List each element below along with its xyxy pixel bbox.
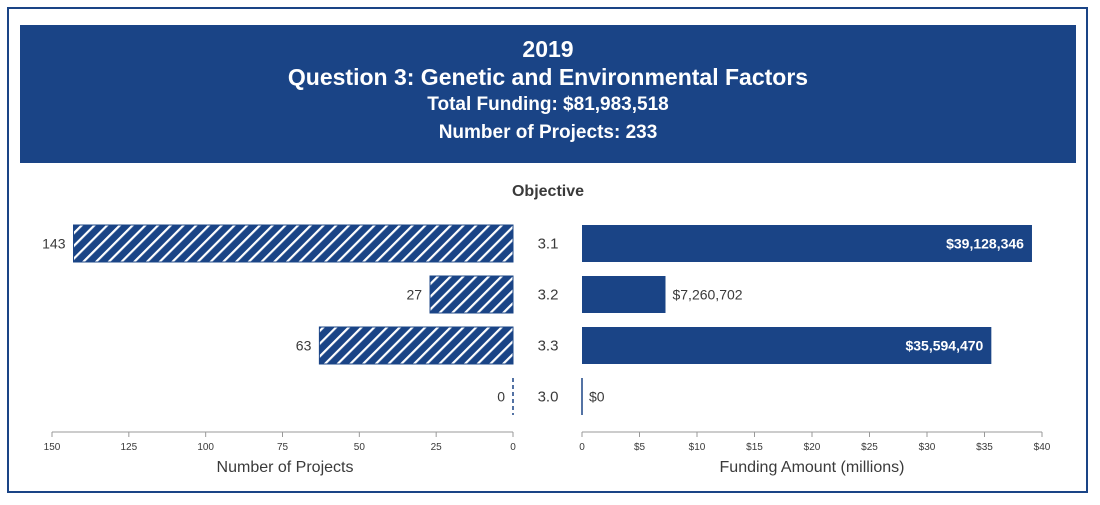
funding-tick-label: $20: [804, 442, 821, 453]
projects-tick-label: 150: [44, 442, 61, 453]
funding-bar: [582, 225, 1032, 262]
funding-value-label: $0: [589, 389, 605, 405]
projects-value-label: 27: [406, 287, 422, 303]
funding-value-label: $39,128,346: [946, 236, 1024, 252]
funding-tick-label: $35: [976, 442, 993, 453]
projects-tick-label: 25: [431, 442, 443, 453]
funding-bar: [582, 276, 666, 313]
projects-axis-title: Number of Projects: [217, 459, 354, 476]
projects-tick-label: 75: [277, 442, 289, 453]
funding-value-label: $35,594,470: [905, 338, 983, 354]
funding-value-label: $7,260,702: [672, 287, 742, 303]
objective-category-label: 3.0: [538, 389, 559, 406]
projects-bar: [429, 275, 514, 314]
projects-chart: 143 27 63 0 150 125 100 75 50 25 0 Number of Projec…: [42, 224, 559, 476]
projects-value-label: 0: [497, 389, 505, 405]
funding-tick-label: $15: [746, 442, 763, 453]
chart-header: 2019 Question 3: Genetic and Environment…: [20, 25, 1076, 163]
projects-tick-label: 0: [510, 442, 516, 453]
funding-tick-label: $5: [634, 442, 646, 453]
objective-category-label: 3.1: [538, 236, 559, 253]
funding-tick-label: $25: [861, 442, 878, 453]
funding-axis-title: Funding Amount (millions): [720, 459, 905, 476]
projects-bar: [73, 224, 514, 263]
header-total-funding: Total Funding: $81,983,518: [427, 94, 669, 115]
funding-tick-label: $30: [919, 442, 936, 453]
chart-frame: [7, 7, 1088, 493]
projects-tick-label: 100: [197, 442, 214, 453]
objective-label: Objective: [512, 183, 584, 200]
header-title: Question 3: Genetic and Environmental Fa…: [287, 64, 809, 90]
funding-tick-label: $10: [689, 442, 706, 453]
objective-category-label: 3.2: [538, 287, 559, 304]
funding-chart: $39,128,346 $7,260,702 $35,594,470 $0 0 $5 $10…: [579, 225, 1051, 476]
projects-tick-label: 50: [354, 442, 366, 453]
header-year: 2019: [522, 36, 574, 62]
funding-tick-label: 0: [579, 442, 585, 453]
funding-tick-label: $40: [1034, 442, 1051, 453]
projects-value-label: 63: [296, 338, 312, 354]
objective-category-label: 3.3: [538, 338, 559, 355]
projects-tick-label: 125: [120, 442, 137, 453]
projects-value-label: 143: [42, 236, 66, 252]
projects-bar: [318, 326, 514, 365]
funding-bar: [582, 327, 992, 364]
header-num-projects: Number of Projects: 233: [438, 122, 658, 143]
